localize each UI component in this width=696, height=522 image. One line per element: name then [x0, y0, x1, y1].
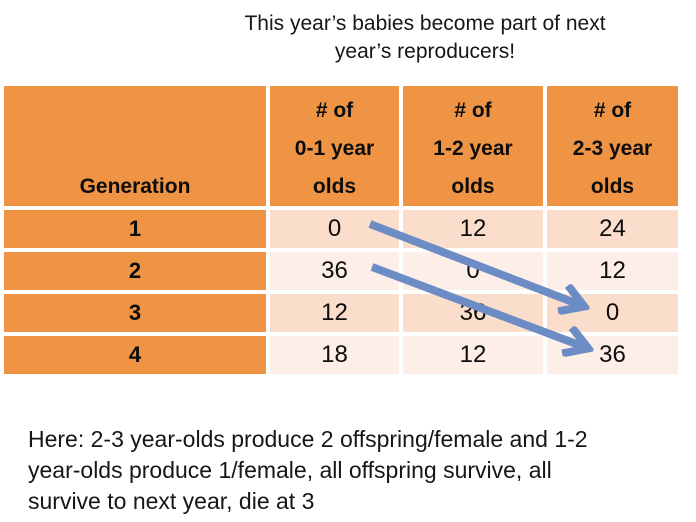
slide-caption: Here: 2-3 year-olds produce 2 offspring/… — [28, 424, 676, 517]
value-cell-0-1: 12 — [270, 294, 399, 332]
slide-title-line: This year’s babies become part of next — [244, 12, 606, 35]
slide-title-line: year’s reproducers! — [334, 40, 516, 63]
value-cell-0-1: 36 — [270, 252, 399, 290]
generation-cell: 3 — [4, 294, 266, 332]
caption-line: year-olds produce 1/female, all offsprin… — [28, 457, 552, 483]
column-header-1-2-year-olds: # of 1-2 year olds — [403, 86, 543, 206]
value-cell-2-3: 36 — [547, 336, 678, 374]
value-cell-1-2: 12 — [403, 336, 543, 374]
value-cell-2-3: 0 — [547, 294, 678, 332]
caption-line: Here: 2-3 year-olds produce 2 offspring/… — [28, 426, 588, 452]
slide-title: This year’s babies become part of next y… — [155, 10, 695, 66]
table-row-generation-1: 1 0 12 24 — [4, 210, 678, 248]
value-cell-2-3: 12 — [547, 252, 678, 290]
value-cell-2-3: 24 — [547, 210, 678, 248]
caption-line: survive to next year, die at 3 — [28, 488, 315, 514]
value-cell-0-1: 18 — [270, 336, 399, 374]
generation-table: Generation # of 0-1 year olds # of 1-2 y… — [0, 82, 682, 378]
value-cell-1-2: 12 — [403, 210, 543, 248]
column-header-0-1-year-olds: # of 0-1 year olds — [270, 86, 399, 206]
value-cell-0-1: 0 — [270, 210, 399, 248]
value-cell-1-2: 0 — [403, 252, 543, 290]
generation-cell: 1 — [4, 210, 266, 248]
generation-cell: 2 — [4, 252, 266, 290]
column-header-2-3-year-olds: # of 2-3 year olds — [547, 86, 678, 206]
table-row-generation-3: 3 12 36 0 — [4, 294, 678, 332]
table-header-row: Generation # of 0-1 year olds # of 1-2 y… — [4, 86, 678, 206]
generation-cell: 4 — [4, 336, 266, 374]
table-row-generation-2: 2 36 0 12 — [4, 252, 678, 290]
value-cell-1-2: 36 — [403, 294, 543, 332]
column-header-generation: Generation — [4, 86, 266, 206]
table-row-generation-4: 4 18 12 36 — [4, 336, 678, 374]
